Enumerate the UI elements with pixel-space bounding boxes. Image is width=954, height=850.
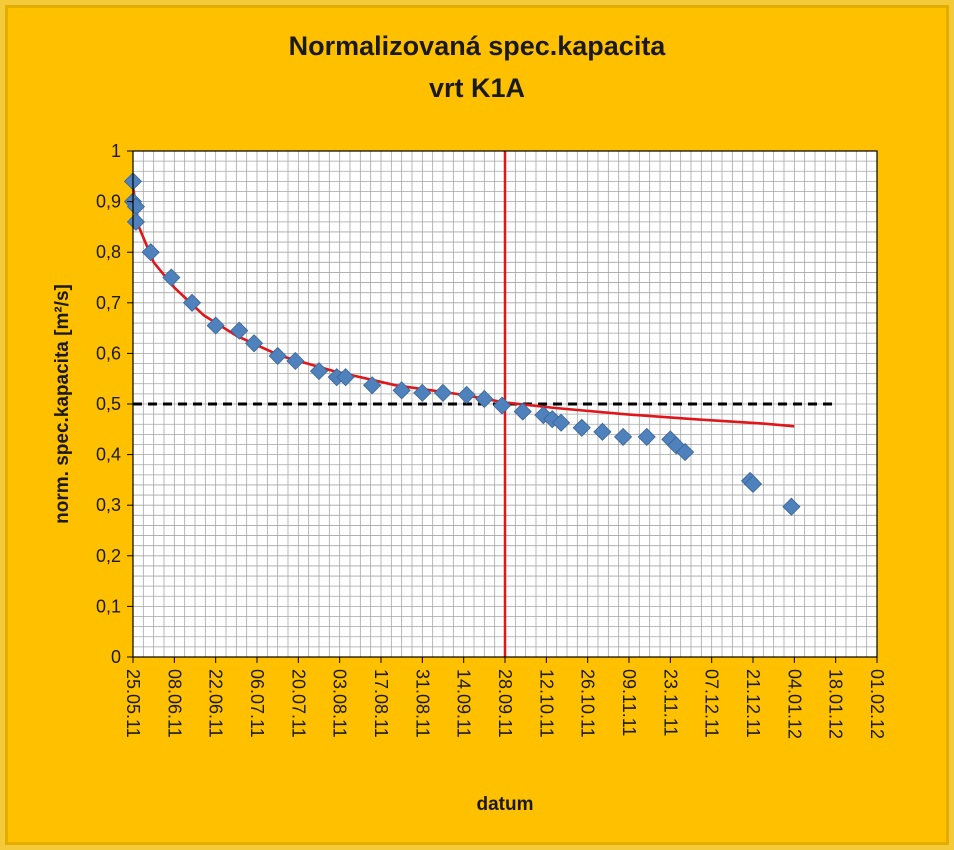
y-tick-label: 0,6 (96, 343, 121, 363)
y-tick-label: 0,3 (96, 495, 121, 515)
x-tick-label: 04.01.12 (784, 669, 804, 739)
chart-title: Normalizovaná spec.kapacita (289, 31, 667, 61)
trend-line-group (131, 186, 795, 428)
x-tick-label: 01.02.12 (867, 669, 887, 739)
data-point (572, 418, 591, 437)
y-axis-label: norm. spec.kapacita [m²/s] (52, 284, 73, 524)
y-tick-label: 0 (111, 647, 121, 667)
data-point (614, 427, 633, 446)
y-tick-label: 0,2 (96, 546, 121, 566)
data-point (162, 268, 181, 287)
data-point (244, 334, 264, 353)
data-point (433, 383, 453, 402)
x-axis-ticks: 25.05.11 08.06.11 22.06.11 06.07.11 20.07.11… (123, 657, 887, 739)
data-point (392, 381, 411, 400)
data-point (363, 376, 382, 395)
x-tick-label: 06.07.11 (247, 669, 267, 738)
chart-subtitle: vrt K1A (429, 73, 525, 103)
data-point (309, 362, 329, 381)
x-tick-label: 12.10.11 (536, 669, 556, 738)
data-point (593, 422, 612, 441)
y-tick-label: 0,4 (96, 445, 121, 465)
y-tick-label: 0,9 (96, 192, 121, 212)
x-tick-label: 07.12.11 (702, 669, 722, 738)
data-point (743, 474, 763, 494)
data-point (492, 396, 512, 415)
data-point (457, 385, 476, 404)
x-tick-label: 20.07.11 (288, 669, 308, 738)
x-tick-label: 17.08.11 (371, 669, 391, 738)
data-point (513, 402, 532, 421)
trend-line (131, 186, 795, 428)
x-axis-label: datum (477, 794, 534, 815)
x-tick-label: 09.11.11 (619, 669, 639, 736)
data-point (552, 413, 571, 432)
data-point (336, 368, 355, 387)
y-tick-label: 0,7 (96, 293, 121, 313)
data-point (782, 497, 801, 516)
y-tick-label: 1 (111, 141, 121, 161)
x-tick-label: 03.08.11 (330, 669, 350, 738)
y-tick-label: 0,1 (96, 596, 121, 616)
data-point (126, 212, 146, 231)
y-tick-label: 0,5 (96, 394, 121, 414)
data-point (286, 351, 305, 371)
data-point (475, 389, 494, 409)
y-axis-ticks: 0 0,1 0,2 0,3 0,4 0,5 0,6 0,7 0,8 0,9 1 (96, 141, 133, 667)
x-tick-label: 23.11.11 (660, 669, 680, 736)
data-point (230, 321, 249, 340)
data-point (206, 316, 225, 335)
x-tick-label: 28.09.11 (495, 669, 515, 738)
y-tick-label: 0,8 (96, 242, 121, 262)
data-points (123, 172, 801, 516)
data-point (141, 243, 160, 262)
data-point (676, 443, 695, 462)
x-tick-label: 08.06.11 (164, 669, 184, 738)
data-point (637, 427, 656, 446)
x-tick-label: 14.09.11 (454, 669, 474, 738)
data-point (268, 346, 287, 365)
x-tick-label: 26.10.11 (578, 669, 598, 738)
x-tick-label: 25.05.11 (123, 669, 143, 738)
x-tick-label: 31.08.11 (412, 669, 432, 738)
x-tick-label: 22.06.11 (206, 669, 226, 738)
data-point (413, 383, 432, 402)
x-tick-label: 21.12.11 (743, 669, 763, 738)
x-tick-label: 18.01.12 (826, 669, 846, 739)
data-point (182, 293, 202, 312)
